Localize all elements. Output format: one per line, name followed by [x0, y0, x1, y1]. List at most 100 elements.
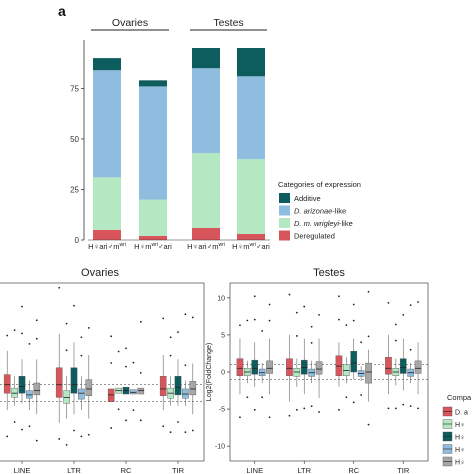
outlier-point	[6, 435, 9, 438]
outlier-point	[253, 295, 256, 298]
bar-segment	[139, 80, 167, 87]
outlier-point	[268, 319, 271, 322]
outlier-point	[35, 319, 38, 322]
bar-segment	[192, 68, 220, 154]
outlier-point	[125, 347, 127, 350]
outlier-point	[352, 401, 355, 404]
outlier-point	[338, 408, 340, 411]
outlier-point	[253, 408, 256, 411]
outlier-point	[13, 421, 16, 423]
stacked-bar-chart: 0 25 50 75 Ovaries Testes H♀ari♂mwri H♀mwri♂ari…	[70, 17, 270, 251]
box	[174, 376, 182, 396]
outlier-point	[360, 341, 363, 344]
bar-segment	[93, 70, 121, 178]
legend-title: Categories of expression	[278, 180, 361, 189]
y-tick-label: 50	[70, 135, 79, 144]
box	[33, 382, 41, 396]
outlier-point	[352, 303, 355, 306]
outlier-point	[239, 324, 241, 327]
comp-legend-label: H♀	[455, 460, 465, 467]
outlier-point	[246, 319, 249, 322]
plot-frame	[0, 282, 205, 462]
outlier-point	[253, 318, 256, 321]
outlier-point	[139, 320, 142, 323]
outlier-point	[21, 428, 23, 431]
outlier-point	[80, 354, 83, 357]
bar-segment	[139, 235, 167, 240]
outlier-point	[239, 416, 241, 419]
box	[3, 374, 11, 394]
outlier-point	[367, 423, 370, 426]
y-tick-label: 75	[70, 84, 79, 93]
outlier-point	[367, 335, 370, 338]
outlier-point	[191, 429, 194, 432]
outlier-point	[117, 408, 120, 411]
box	[78, 388, 85, 400]
outlier-point	[132, 361, 135, 364]
outlier-point	[58, 438, 61, 440]
bar-segment	[237, 233, 265, 240]
outlier-point	[409, 304, 412, 307]
box	[85, 379, 93, 396]
comp-legend-label: H♀	[455, 447, 465, 454]
outlier-point	[110, 427, 113, 429]
bar-segment	[93, 177, 121, 230]
box	[189, 381, 197, 396]
outlier-point	[169, 354, 172, 357]
outlier-point	[162, 317, 165, 320]
outlier-point	[110, 362, 113, 364]
legend-swatch	[279, 193, 290, 203]
y-tick-label: 0	[75, 236, 80, 245]
outlier-point	[345, 396, 348, 399]
outlier-point	[402, 313, 405, 316]
bar-segment	[192, 48, 220, 69]
outlier-point	[303, 407, 306, 410]
outlier-point	[352, 319, 355, 322]
bar-segment	[139, 86, 167, 200]
outlier-point	[191, 316, 194, 319]
legend-swatch	[279, 230, 290, 241]
x-tick-label: LINE	[246, 466, 263, 474]
outlier-point	[417, 301, 419, 303]
outlier-point	[184, 364, 187, 367]
y-axis-label: Log2(FoldChange)	[206, 343, 213, 401]
box	[55, 367, 63, 398]
box	[414, 360, 422, 374]
bar-segment	[237, 48, 265, 77]
bar-segment	[93, 229, 121, 240]
outlier-point	[110, 335, 113, 338]
box	[130, 389, 137, 395]
panel-title: Testes	[313, 267, 345, 279]
x-tick-label: H♀mwri♂ari	[232, 242, 270, 251]
outlier-point	[125, 419, 127, 422]
outlier-point	[169, 336, 172, 339]
bar-segment	[237, 159, 265, 234]
box	[365, 362, 372, 384]
outlier-point	[402, 403, 405, 406]
outlier-point	[139, 371, 142, 374]
box	[107, 388, 115, 402]
outlier-point	[117, 350, 120, 353]
box	[385, 356, 392, 375]
outlier-point	[310, 325, 313, 328]
outlier-point	[58, 286, 61, 289]
outlier-point	[80, 435, 83, 438]
outlier-point	[35, 439, 38, 442]
x-tick-label: RC	[121, 466, 132, 474]
outlier-point	[295, 311, 298, 314]
outlier-point	[73, 304, 75, 307]
outlier-point	[65, 443, 68, 446]
group-header: Testes	[213, 17, 243, 29]
legend-label: D. m. wrigleyi-like	[294, 219, 353, 228]
outlier-point	[268, 303, 271, 306]
outlier-point	[13, 329, 16, 332]
expression-legend: Categories of expression Additive D. ariz…	[278, 180, 361, 241]
outlier-point	[87, 433, 90, 436]
box	[251, 359, 259, 375]
outlier-point	[21, 305, 23, 308]
outlier-point	[360, 394, 363, 396]
outlier-point	[310, 341, 313, 344]
comparison-legend: Compa D. a H♀ H♀ H♀ H♀	[442, 393, 472, 467]
bar-segment	[192, 153, 220, 228]
outlier-point	[132, 409, 135, 412]
